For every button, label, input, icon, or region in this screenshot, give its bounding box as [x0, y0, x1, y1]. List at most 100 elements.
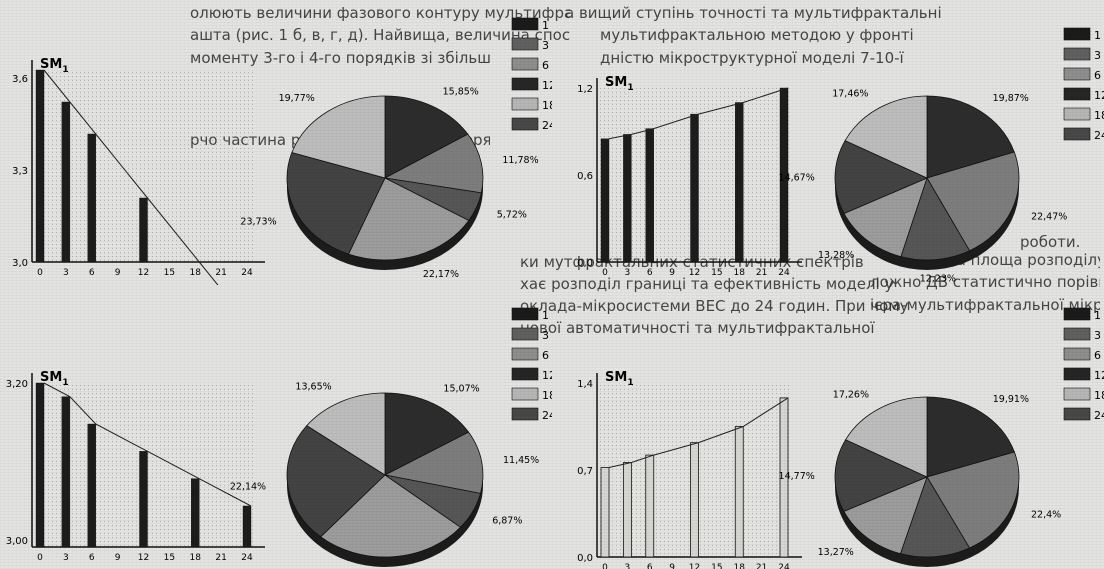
background-text-line: мультифрактальною методою у фронті [600, 26, 914, 44]
pie-slice [926, 396, 1015, 478]
x-tick-label: 3 [63, 553, 69, 563]
bar-chart: SM1 1,4 0,7 0,0 0 3 6 9 12 15 18 21 24 [577, 370, 802, 569]
legend-swatch [1063, 407, 1091, 421]
legend-swatch [1063, 47, 1091, 61]
pie-label: 11,45% [503, 455, 539, 466]
bar [61, 101, 71, 263]
pie-slice [844, 95, 928, 179]
pie-label: 15,85% [443, 86, 479, 97]
legend-swatch [1063, 347, 1091, 361]
panel-top-left: SM1 3,6 3,3 3,0 0 3 6 9 12 15 18 21 24 15,85% 11,78% 5,… [12, 17, 552, 285]
legend-label: 1 [1094, 29, 1101, 42]
legend-label: 3 [542, 39, 549, 52]
panel-bottom-right: SM11,40,70,00369121518212419,91%22,4%12,… [577, 307, 1104, 569]
pie-label: 6,87% [492, 515, 522, 526]
legend-label: 1 [542, 19, 549, 32]
legend-label: 24 [1094, 409, 1104, 422]
pie-label: 11,78% [502, 155, 538, 166]
bar [139, 197, 148, 263]
x-tick-label: 0 [37, 268, 43, 278]
y-tick-label: 3,3 [12, 166, 28, 177]
x-tick-label: 9 [115, 553, 121, 563]
legend: 1 3 6 12 18 24 [1063, 27, 1104, 142]
pie-label: 17,26% [833, 389, 869, 400]
bar [690, 442, 699, 558]
pie-label: 5,72% [497, 210, 527, 221]
pie-label: 22,47% [1031, 211, 1067, 222]
pie-chart: 15,07%11,45%6,87%23,55%22,14%13,65% [230, 381, 539, 567]
bar [139, 451, 148, 548]
legend-label: 12 [1094, 89, 1104, 102]
x-tick-label: 15 [711, 563, 722, 569]
pie-slice [306, 392, 386, 476]
chart-title: SM1 [605, 75, 634, 93]
x-tick-label: 6 [647, 268, 653, 278]
x-tick-label: 15 [164, 553, 175, 563]
legend-label: 18 [1094, 109, 1104, 122]
legend-swatch [511, 77, 539, 91]
pie-slice [926, 151, 1020, 252]
legend-swatch [1063, 367, 1091, 381]
x-tick-label: 18 [734, 563, 746, 569]
x-tick-label: 0 [602, 563, 608, 569]
bar [779, 87, 789, 263]
legend: 1 3 6 12 18 24 [511, 17, 552, 132]
pie-slice [845, 396, 928, 478]
pie-slice [843, 476, 928, 555]
pie-label: 22,14% [230, 481, 266, 492]
chart-title: SM1 [40, 57, 69, 75]
legend-label: 6 [542, 59, 549, 72]
pie-label: 14,67% [779, 173, 815, 184]
y-tick-label: 0,7 [577, 466, 593, 477]
pie-slice [834, 140, 928, 215]
legend-swatch [511, 307, 539, 321]
x-tick-label: 3 [63, 268, 69, 278]
panel-bottom-left: SM1 3,20 3,00 0 3 6 9 12 15 18 21 24 15,07% 11,45% 6,8… [6, 307, 552, 567]
x-tick-label: 18 [190, 553, 202, 563]
pie-slice [926, 451, 1020, 549]
bar [735, 102, 744, 263]
pie-chart: 19,91%22,4%12,29%13,27%14,77%17,26% [779, 389, 1061, 567]
legend-swatch [1063, 67, 1091, 81]
legend-label: 24 [542, 409, 552, 422]
legend-label: 24 [1094, 129, 1104, 142]
background-text-line: хає розподіл границі та ефективність мод… [520, 275, 894, 293]
bar [87, 133, 96, 263]
chart-title: SM1 [605, 370, 634, 388]
pie-slice [843, 177, 928, 258]
x-tick-label: 18 [734, 268, 746, 278]
y-tick-label: 0,0 [577, 553, 593, 564]
background-text-line: а вищий ступінь точності та мультифракта… [565, 4, 942, 22]
background-text-line: оклада-мікросистеми ВЕС до 24 годин. При… [520, 297, 909, 315]
background-text-line: роботи. [1020, 233, 1081, 251]
pie-slice [383, 133, 484, 194]
legend-swatch [511, 387, 539, 401]
x-tick-label: 6 [89, 268, 95, 278]
legend-label: 6 [1094, 69, 1101, 82]
legend-swatch [511, 37, 539, 51]
pie-label: 19,77% [279, 93, 315, 104]
pie-label: 13,28% [818, 250, 854, 261]
bar [35, 382, 45, 548]
trend-line [608, 397, 789, 469]
x-tick-label: 24 [778, 268, 790, 278]
y-tick-label: 3,20 [6, 379, 28, 390]
background-text-line: ієра-мультифрактальної мікроспорі та ізо… [870, 296, 1100, 314]
y-tick-label: 3,00 [6, 536, 28, 547]
bar [191, 478, 200, 548]
background-text-line: ашта (рис. 1 б, в, г, д). Найвища, велич… [190, 26, 570, 44]
legend-swatch [1063, 87, 1091, 101]
legend-swatch [1063, 387, 1091, 401]
x-tick-label: 12 [689, 563, 700, 569]
pie-chart: 15,85% 11,78% 5,72% 22,17% 23,73% 19,77% [240, 86, 538, 280]
legend-swatch [511, 17, 539, 31]
legend-swatch [511, 57, 539, 71]
x-tick-label: 21 [215, 268, 226, 278]
legend: 1 3 6 12 18 24 [1063, 307, 1104, 422]
bar [242, 505, 252, 548]
y-tick-label: 0,0 [577, 258, 593, 269]
x-tick-label: 0 [602, 268, 608, 278]
bar [645, 128, 654, 263]
x-tick-label: 15 [164, 268, 175, 278]
pie-label: 17,46% [832, 89, 868, 100]
